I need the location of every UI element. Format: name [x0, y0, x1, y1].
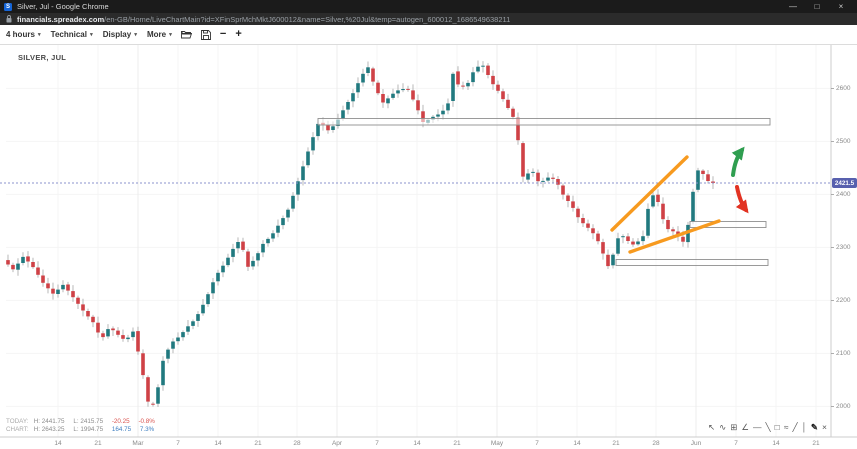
trendline-tool-icon[interactable]: ╲ — [765, 422, 771, 432]
time-axis-label: Jun — [690, 440, 702, 447]
chart-symbol-label: SILVER, JUL — [18, 53, 67, 62]
today-high: H: 2441.75 — [33, 418, 65, 425]
technical-label: Technical — [50, 30, 87, 39]
timeframe-label: 4 hours — [6, 30, 35, 39]
pointer-tool-icon[interactable]: ↖ — [708, 422, 716, 432]
open-folder-icon[interactable] — [180, 30, 192, 39]
timeframe-dropdown[interactable]: 4 hours ▾ — [6, 30, 41, 39]
url-domain: financials.spreadex.com — [17, 14, 105, 24]
today-change: -20.25 — [111, 418, 130, 425]
rect-tool-icon[interactable]: □ — [774, 422, 780, 432]
price-axis-label: 2600 — [836, 84, 851, 92]
site-favicon: S — [4, 2, 12, 11]
price-axis-label: 2100 — [836, 349, 851, 357]
price-axis-label: 2500 — [836, 137, 851, 145]
separator: │ — [801, 422, 807, 432]
url-path: /en-GB/Home/LiveChartMain?id=XFinSprMchM… — [104, 14, 511, 24]
chevron-down-icon: ▾ — [89, 31, 93, 38]
more-label: More — [146, 30, 167, 39]
chart-toolbar: 4 hours ▾ Technical ▾ Display ▾ More ▾ — [0, 25, 857, 45]
maximize-button[interactable]: □ — [814, 2, 820, 11]
chevron-down-icon: ▾ — [169, 31, 172, 38]
save-icon[interactable] — [200, 29, 211, 40]
time-axis-label: 7 — [734, 440, 738, 447]
wave-tool-icon[interactable]: ≈ — [783, 422, 789, 432]
chart-change: 164.75 — [111, 426, 132, 433]
time-axis-label: 7 — [176, 440, 180, 447]
time-axis-label: 28 — [293, 440, 301, 447]
hline-tool-icon[interactable]: — — [753, 422, 762, 432]
grid-tool-icon[interactable]: ⊞ — [730, 422, 738, 432]
chevron-down-icon: ▾ — [134, 31, 137, 38]
close-tools-icon[interactable]: × — [822, 422, 827, 432]
zoom-out-button[interactable]: − — [219, 28, 227, 40]
time-axis-label: 21 — [254, 440, 262, 447]
time-axis-label: 28 — [652, 440, 660, 447]
today-stats-row: TODAY: H: 2441.75 L: 2415.75 -20.25 -0.8… — [6, 418, 162, 426]
time-axis-label: 21 — [812, 440, 820, 447]
lock-icon — [6, 15, 12, 23]
current-price-badge: 2421.5 — [832, 178, 857, 188]
time-axis-label: 14 — [54, 440, 62, 447]
time-axis-label: 14 — [214, 440, 222, 447]
close-button[interactable]: × — [838, 2, 844, 11]
today-low: L: 2415.75 — [73, 418, 104, 425]
display-label: Display — [102, 30, 132, 39]
pencil-tool-icon[interactable]: ✎ — [810, 422, 819, 432]
chart-stats-row: CHART: H: 2643.25 L: 1994.75 164.75 7.3% — [6, 426, 162, 434]
time-axis-label: Apr — [331, 440, 343, 447]
minimize-button[interactable]: — — [789, 2, 797, 11]
angle-tool-icon[interactable]: ∠ — [741, 422, 750, 432]
chart-low: L: 1994.75 — [73, 426, 104, 433]
ray-tool-icon[interactable]: ╱ — [792, 422, 798, 432]
time-axis-label: 7 — [535, 440, 539, 447]
price-stats-panel: TODAY: H: 2441.75 L: 2415.75 -20.25 -0.8… — [6, 418, 162, 434]
price-axis-label: 2000 — [836, 402, 851, 410]
drawing-tools-toolbar: ↖ ∿ ⊞ ∠ — ╲ □ ≈ ╱ │ ✎ × — [708, 421, 827, 433]
technical-dropdown[interactable]: Technical ▾ — [51, 30, 93, 39]
price-axis-label: 2300 — [836, 243, 851, 251]
time-axis-label: 14 — [772, 440, 780, 447]
time-axis-label: 14 — [573, 440, 581, 447]
time-axis-label: Mar — [132, 440, 144, 447]
chart-label: CHART: — [6, 426, 29, 433]
time-axis-label: 21 — [94, 440, 102, 447]
chart-high: H: 2643.25 — [33, 426, 65, 433]
chevron-down-icon: ▾ — [37, 31, 41, 38]
browser-url-bar[interactable]: financials.spreadex.com/en-GB/Home/LiveC… — [0, 13, 857, 25]
url-text: financials.spreadex.com/en-GB/Home/LiveC… — [17, 15, 510, 24]
window-title: Silver, Jul - Google Chrome — [17, 2, 109, 11]
time-axis-label: 14 — [413, 440, 421, 447]
time-axis-label: 7 — [375, 440, 379, 447]
polyline-tool-icon[interactable]: ∿ — [719, 422, 727, 432]
more-dropdown[interactable]: More ▾ — [147, 30, 172, 39]
time-axis-label: May — [490, 440, 504, 447]
zoom-in-button[interactable]: + — [235, 28, 242, 40]
display-dropdown[interactable]: Display ▾ — [103, 30, 137, 39]
price-axis-label: 2400 — [836, 190, 851, 198]
time-axis-label: 21 — [453, 440, 461, 447]
price-axis-label: 2200 — [836, 296, 851, 304]
today-label: TODAY: — [6, 418, 29, 425]
chart-change-pct: 7.3% — [139, 426, 155, 433]
time-axis-label: 21 — [612, 440, 620, 447]
browser-title-bar: S Silver, Jul - Google Chrome — □ × — [0, 0, 857, 13]
today-change-pct: -0.8% — [138, 418, 155, 425]
